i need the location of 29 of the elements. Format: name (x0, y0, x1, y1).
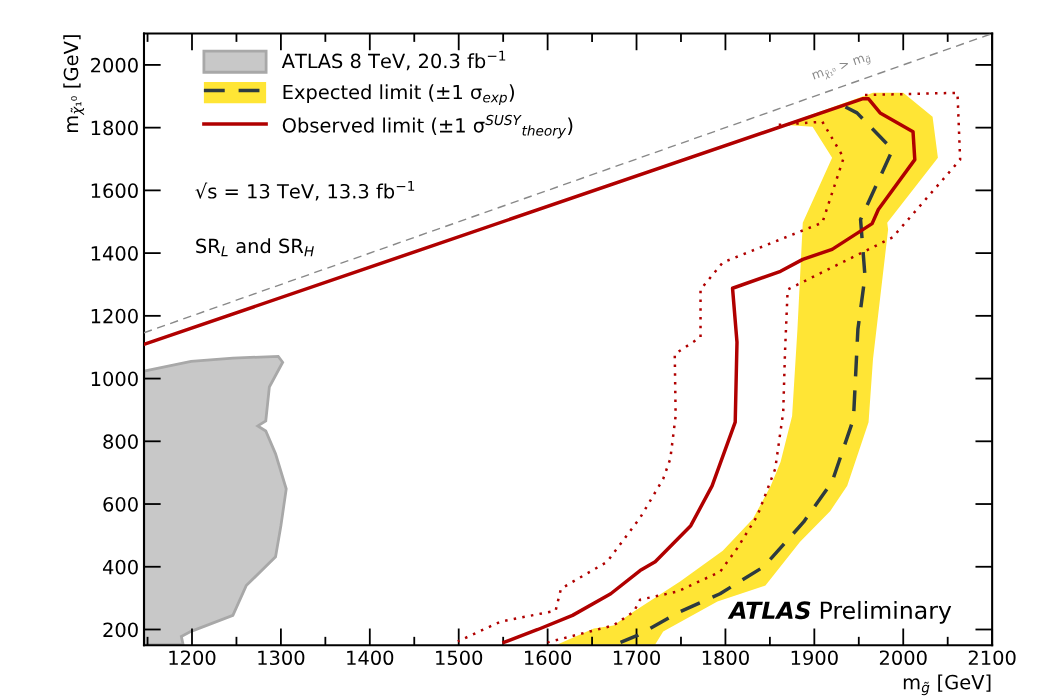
legend-label: Observed limit (±1 σ$^{SUSY}$$_{theory}$) (282, 114, 573, 139)
legend-label: ATLAS 8 TeV, 20.3 fb$^{−1}$ (281, 50, 506, 71)
y-tick-label: 1800 (91, 120, 138, 136)
y-tick-label: 200 (103, 622, 138, 638)
x-tick-label: 2100 (968, 650, 1016, 666)
x-tick-label: 2000 (879, 650, 927, 666)
y-tick-label: 1600 (91, 183, 138, 199)
x-tick-label: 1500 (436, 650, 483, 666)
x-tick-label: 1900 (791, 650, 838, 666)
y-tick-label: 1000 (91, 371, 138, 387)
x-tick-label: 1400 (347, 650, 394, 666)
x-tick-label: 1700 (613, 650, 660, 666)
annotation: m$_{χ̃₁⁰}$ > m$_{g̃}$ (812, 52, 872, 84)
y-tick-label: 800 (103, 434, 138, 449)
y-tick-label: 400 (102, 559, 138, 575)
y-tick-label: 2000 (91, 57, 138, 73)
annotation: √s = 13 TeV, 13.3 fb$^{−1}$ (195, 180, 415, 201)
annotation: SR$_{L}$ and SR$_{H}$ (196, 238, 314, 257)
x-tick-label: 1300 (258, 650, 305, 666)
y-axis-title: m$_{χ̃₁⁰}$ [GeV] (63, 35, 85, 133)
x-tick-label: 1600 (525, 650, 572, 666)
y-tick-label: 1400 (91, 246, 138, 261)
x-tick-label: 1800 (702, 650, 749, 666)
y-tick-label: 1200 (91, 308, 138, 324)
annotation: ATLAS Preliminary (727, 600, 952, 624)
legend-label: Expected limit (±1 σ$_{exp}$) (283, 84, 514, 106)
x-axis-title: m$_{g̃}$ [GeV] (903, 674, 991, 696)
y-tick-label: 600 (103, 496, 138, 512)
x-tick-label: 1200 (169, 650, 216, 666)
